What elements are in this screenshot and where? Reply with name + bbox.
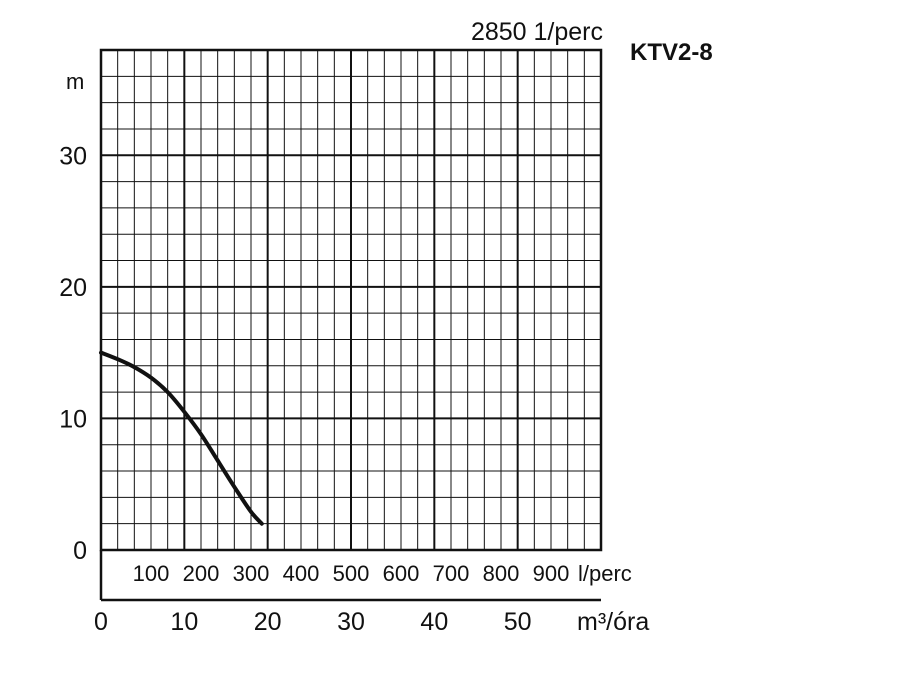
secondary-x-tick-label: 800 bbox=[483, 561, 520, 586]
y-tick-label: 20 bbox=[59, 274, 87, 302]
secondary-x-tick-label: 900 bbox=[533, 561, 570, 586]
plot-frame bbox=[99, 48, 603, 602]
y-tick-label: 30 bbox=[59, 142, 87, 170]
secondary-x-tick-label: 300 bbox=[233, 561, 270, 586]
secondary-x-axis-label: l/perc bbox=[578, 561, 632, 586]
x-tick-label: 10 bbox=[170, 608, 198, 636]
x-tick-label: 0 bbox=[94, 608, 108, 636]
y-tick-label: 10 bbox=[59, 405, 87, 433]
chart-title: KTV2-8 bbox=[630, 39, 713, 66]
secondary-x-tick-label: 400 bbox=[283, 561, 320, 586]
secondary-x-tick-label: 600 bbox=[383, 561, 420, 586]
x-tick-label: 40 bbox=[420, 608, 448, 636]
chart-subtitle: 2850 1/perc bbox=[471, 18, 603, 46]
x-tick-label: 50 bbox=[504, 608, 532, 636]
secondary-x-tick-label: 100 bbox=[133, 561, 170, 586]
pump-curve-line bbox=[99, 350, 264, 526]
x-tick-label: 20 bbox=[254, 608, 282, 636]
x-axis-label: m³/óra bbox=[577, 608, 649, 636]
curve-layer bbox=[99, 350, 264, 526]
plot-border bbox=[99, 48, 603, 552]
grid bbox=[101, 50, 601, 550]
secondary-x-tick-label: 700 bbox=[433, 561, 470, 586]
secondary-x-tick-label: 500 bbox=[333, 561, 370, 586]
x-tick-label: 30 bbox=[337, 608, 365, 636]
secondary-x-tick-label: 200 bbox=[183, 561, 220, 586]
y-tick-label: 0 bbox=[73, 537, 87, 565]
y-axis-label: m bbox=[66, 69, 84, 94]
